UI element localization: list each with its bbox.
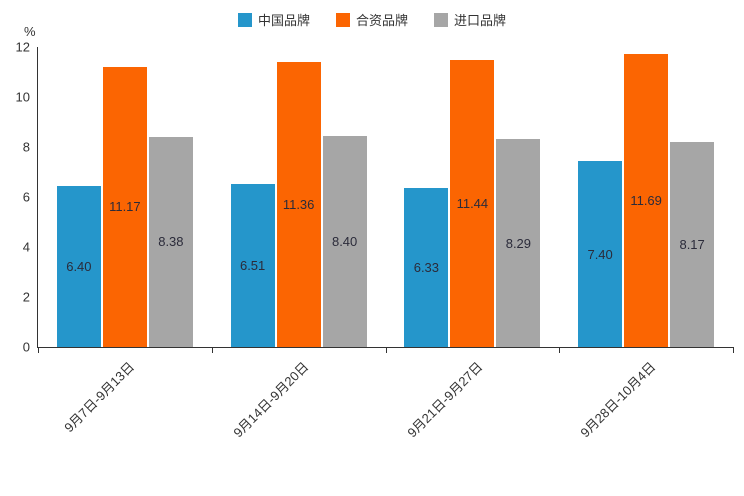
y-tick-label: 6 [22, 189, 30, 205]
legend-label: 合资品牌 [355, 13, 408, 28]
bar-value-label: 8.17 [679, 237, 705, 253]
bar-value-label: 11.17 [109, 199, 141, 215]
bar-合资品牌-1: 11.36 [276, 62, 321, 347]
bar-value-label: 8.29 [505, 235, 532, 251]
bar-value-label: 7.40 [587, 246, 613, 262]
bar-value-label: 11.44 [456, 196, 489, 212]
y-tick-label: 12 [15, 39, 30, 55]
legend-item-2[interactable]: 进口品牌 [434, 10, 506, 29]
legend-label: 中国品牌 [257, 13, 310, 28]
legend-item-1[interactable]: 合资品牌 [335, 10, 408, 29]
bar-group-1: 6.51 11.36 8.40 [212, 47, 386, 347]
y-tick-label: 2 [22, 289, 30, 305]
legend-label: 进口品牌 [454, 13, 507, 28]
legend-swatch [335, 12, 350, 27]
x-axis-tick [733, 347, 734, 353]
y-tick-label: 10 [15, 89, 30, 105]
x-tick-label: 9月7日-9月13日 [61, 359, 138, 436]
bar-value-label: 11.36 [282, 197, 315, 213]
y-tick-label: 4 [22, 239, 30, 255]
x-axis-tick [559, 347, 561, 353]
bar-value-label: 6.51 [239, 257, 266, 273]
bar-合资品牌-0: 11.17 [102, 66, 147, 347]
x-axis-tick [211, 347, 213, 353]
bar-group-2: 6.33 11.44 8.29 [386, 47, 560, 347]
bar-group-0: 6.40 11.17 8.38 [38, 47, 212, 347]
bar-value-label: 6.33 [413, 260, 440, 276]
bar-中国品牌-0: 6.40 [56, 186, 101, 347]
x-axis-tick [385, 347, 387, 353]
x-tick-label: 9月21日-9月27日 [403, 359, 486, 441]
x-axis-tick [38, 347, 39, 353]
bar-中国品牌-1: 6.51 [230, 183, 275, 347]
legend-item-0[interactable]: 中国品牌 [237, 10, 310, 29]
bar-合资品牌-2: 11.44 [450, 60, 495, 347]
legend-swatch [434, 12, 448, 27]
x-tick-label: 9月14日-9月20日 [230, 359, 312, 441]
bar-进口品牌-0: 8.38 [148, 136, 193, 347]
bar-value-label: 6.40 [66, 259, 92, 275]
bar-中国品牌-3: 7.40 [578, 161, 623, 347]
legend-swatch [237, 12, 252, 27]
bar-进口品牌-3: 8.17 [670, 142, 715, 347]
bar-value-label: 8.38 [158, 234, 184, 250]
y-axis-unit-label: % [24, 24, 36, 39]
bar-value-label: 8.40 [331, 234, 358, 250]
x-tick-label: 9月28日-10月4日 [577, 359, 659, 441]
legend: 中国品牌 合资品牌 进口品牌 [0, 10, 744, 29]
bar-进口品牌-2: 8.29 [496, 139, 541, 347]
bar-group-3: 7.40 11.69 8.17 [559, 47, 733, 347]
bar-中国品牌-2: 6.33 [404, 188, 449, 347]
bar-合资品牌-3: 11.69 [624, 53, 669, 347]
plot-wrapper: 0 2 4 6 8 10 12 6.40 11.17 8.38 9月7日-9月13日 6.51 11.3… [16, 40, 734, 440]
bar-进口品牌-1: 8.40 [322, 136, 367, 347]
plot-area: 0 2 4 6 8 10 12 6.40 11.17 8.38 9月7日-9月13日 6.51 11.3… [16, 40, 734, 440]
y-tick-label: 8 [22, 139, 30, 155]
y-tick-label: 0 [22, 339, 30, 355]
bar-value-label: 11.69 [630, 192, 662, 208]
